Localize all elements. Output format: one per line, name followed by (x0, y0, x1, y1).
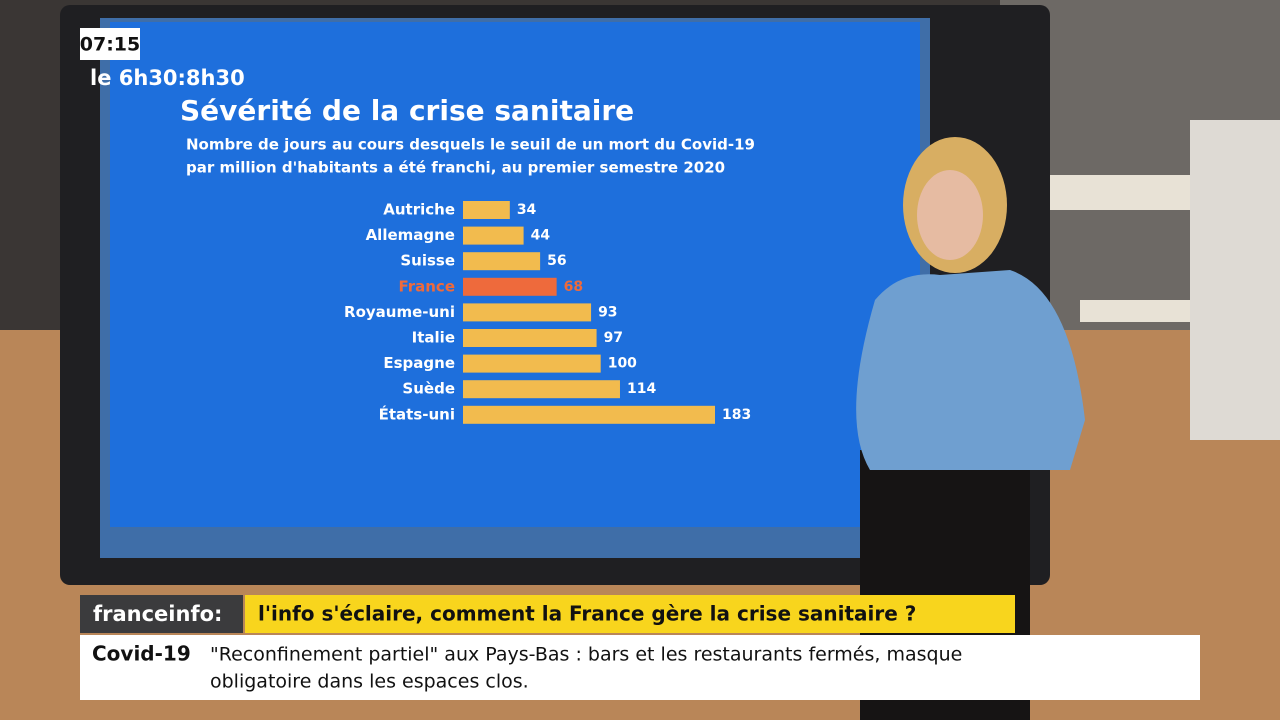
screen-side (1190, 120, 1280, 440)
category-label: Suède (402, 380, 455, 398)
value-label: 93 (598, 304, 617, 320)
value-label: 34 (517, 202, 537, 218)
slot: le 6h30:8h30 (90, 66, 245, 90)
ticker-line: "Reconfinement partiel" aux Pays-Bas : b… (210, 644, 962, 666)
value-label: 100 (608, 356, 637, 372)
chart-subtitle: par million d'habitants a été franchi, a… (186, 159, 725, 177)
category-label: Allemagne (366, 226, 455, 244)
chart-title: Sévérité de la crise sanitaire (180, 94, 634, 127)
chart-subtitle: Nombre de jours au cours desquels le seu… (186, 136, 755, 154)
bar (463, 405, 715, 424)
bar (463, 201, 510, 219)
chart-panel (110, 22, 920, 527)
category-label: Royaume-uni (344, 303, 455, 321)
value-label: 183 (722, 407, 751, 423)
value-label: 97 (604, 330, 623, 346)
bar (463, 354, 601, 373)
category-label: France (398, 277, 455, 295)
value-label: 114 (627, 381, 656, 397)
brand: franceinfo: (93, 602, 222, 626)
ticker-tag: Covid-19 (92, 642, 191, 666)
value-label: 56 (547, 253, 566, 269)
bar (463, 277, 557, 296)
clock-box (80, 28, 140, 60)
bar (463, 380, 620, 399)
category-label: États-uni (379, 404, 455, 423)
shelf (1080, 300, 1200, 322)
shelf (1040, 175, 1205, 210)
bar (463, 252, 541, 271)
headline: l'info s'éclaire, comment la France gère… (258, 602, 916, 626)
brand-box (80, 595, 243, 633)
bar (463, 329, 597, 347)
shirt (856, 270, 1085, 470)
category-label: Suisse (400, 252, 455, 270)
ticker-line: obligatoire dans les espaces clos. (210, 671, 529, 693)
ticker-box (80, 635, 1200, 700)
bar (463, 226, 524, 245)
category-label: Italie (412, 329, 455, 347)
value-label: 44 (531, 228, 551, 244)
face (917, 170, 983, 260)
bar (463, 303, 592, 322)
value-label: 68 (564, 279, 583, 295)
clock: 07:15 (80, 34, 140, 56)
headline-box (245, 595, 1015, 633)
category-label: Autriche (383, 201, 455, 219)
category-label: Espagne (383, 354, 455, 372)
